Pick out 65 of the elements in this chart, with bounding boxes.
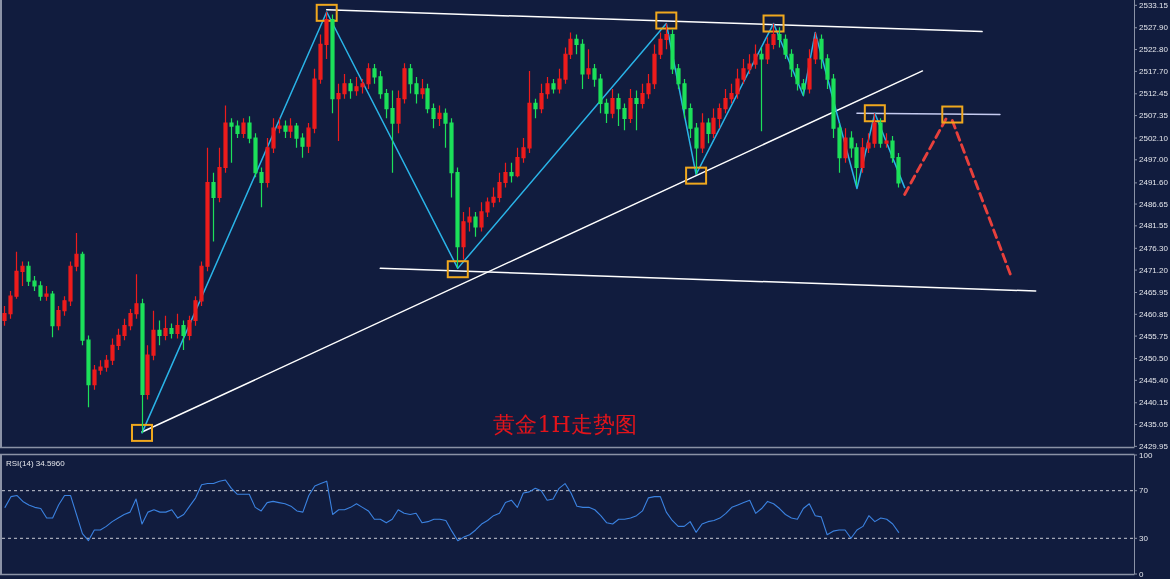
candlestick: [140, 298, 145, 434]
y-tick-label: 2481.55: [1139, 221, 1169, 231]
candlestick: [884, 132, 889, 149]
y-tick-label: 2497.00: [1139, 155, 1169, 165]
candlestick: [437, 104, 442, 127]
y-tick-label: 2455.75: [1139, 331, 1169, 341]
candlestick: [44, 285, 49, 302]
y-tick-label: 2502.10: [1139, 133, 1169, 143]
y-tick-label: 2471.20: [1139, 265, 1169, 275]
candlestick: [533, 98, 538, 119]
candlestick: [759, 46, 764, 132]
candlestick: [700, 112, 705, 154]
candlestick: [175, 313, 180, 340]
candlestick: [157, 319, 162, 346]
y-tick-label: 2476.30: [1139, 243, 1169, 253]
candlestick: [473, 211, 478, 238]
candlestick: [586, 48, 591, 80]
candlestick: [211, 172, 216, 243]
y-tick-label: 2512.45: [1139, 89, 1169, 99]
point: [762, 14, 785, 33]
candlestick: [509, 162, 514, 184]
text: RSI(14) 34.5960: [6, 459, 66, 468]
point: [446, 260, 469, 279]
y-tick-label: 2429.95: [1139, 441, 1169, 451]
point: [131, 423, 154, 442]
y-tick-label: 2517.70: [1139, 66, 1169, 76]
candlestick: [420, 78, 425, 100]
y-tick-label: 2491.60: [1139, 178, 1169, 188]
candlestick: [241, 117, 246, 139]
y-tick-label: 2445.40: [1139, 375, 1169, 385]
y-tick-label: 2435.05: [1139, 420, 1169, 430]
candlestick: [283, 119, 288, 139]
y-tick-label: 2440.15: [1139, 398, 1169, 408]
candlestick: [169, 322, 174, 340]
candlestick: [348, 78, 353, 100]
candlestick: [628, 88, 633, 124]
y-tick-label: 2527.90: [1139, 23, 1169, 33]
candlestick: [634, 90, 639, 131]
candlestick: [878, 117, 883, 149]
candlestick: [843, 127, 848, 164]
point: [863, 104, 886, 123]
point: [685, 166, 708, 185]
candlestick: [551, 78, 556, 95]
point: [941, 105, 964, 124]
y-tick-label: 2465.95: [1139, 288, 1169, 298]
y-tick-label: 2486.65: [1139, 199, 1169, 209]
y-tick-label: 2507.35: [1139, 111, 1169, 121]
y-tick-label: 2522.80: [1139, 45, 1169, 55]
candlestick: [288, 117, 293, 139]
candlestick: [610, 88, 615, 119]
point: [315, 3, 338, 22]
candlestick: [330, 13, 335, 114]
y-tick-label: 2460.85: [1139, 309, 1169, 319]
point: [655, 11, 678, 30]
y-tick-label: 0: [1139, 569, 1144, 579]
candlestick: [50, 290, 55, 338]
y-tick-label: 2450.50: [1139, 354, 1169, 364]
y-tick-label: 100: [1139, 450, 1153, 460]
candlestick: [706, 117, 711, 144]
y-tick-label: 70: [1139, 486, 1149, 496]
text: 黄金1H走势图: [493, 412, 637, 437]
candlestick: [163, 315, 168, 341]
y-tick-label: 2533.15: [1139, 0, 1169, 10]
y-tick-label: 30: [1139, 533, 1149, 543]
candlestick: [181, 319, 186, 351]
